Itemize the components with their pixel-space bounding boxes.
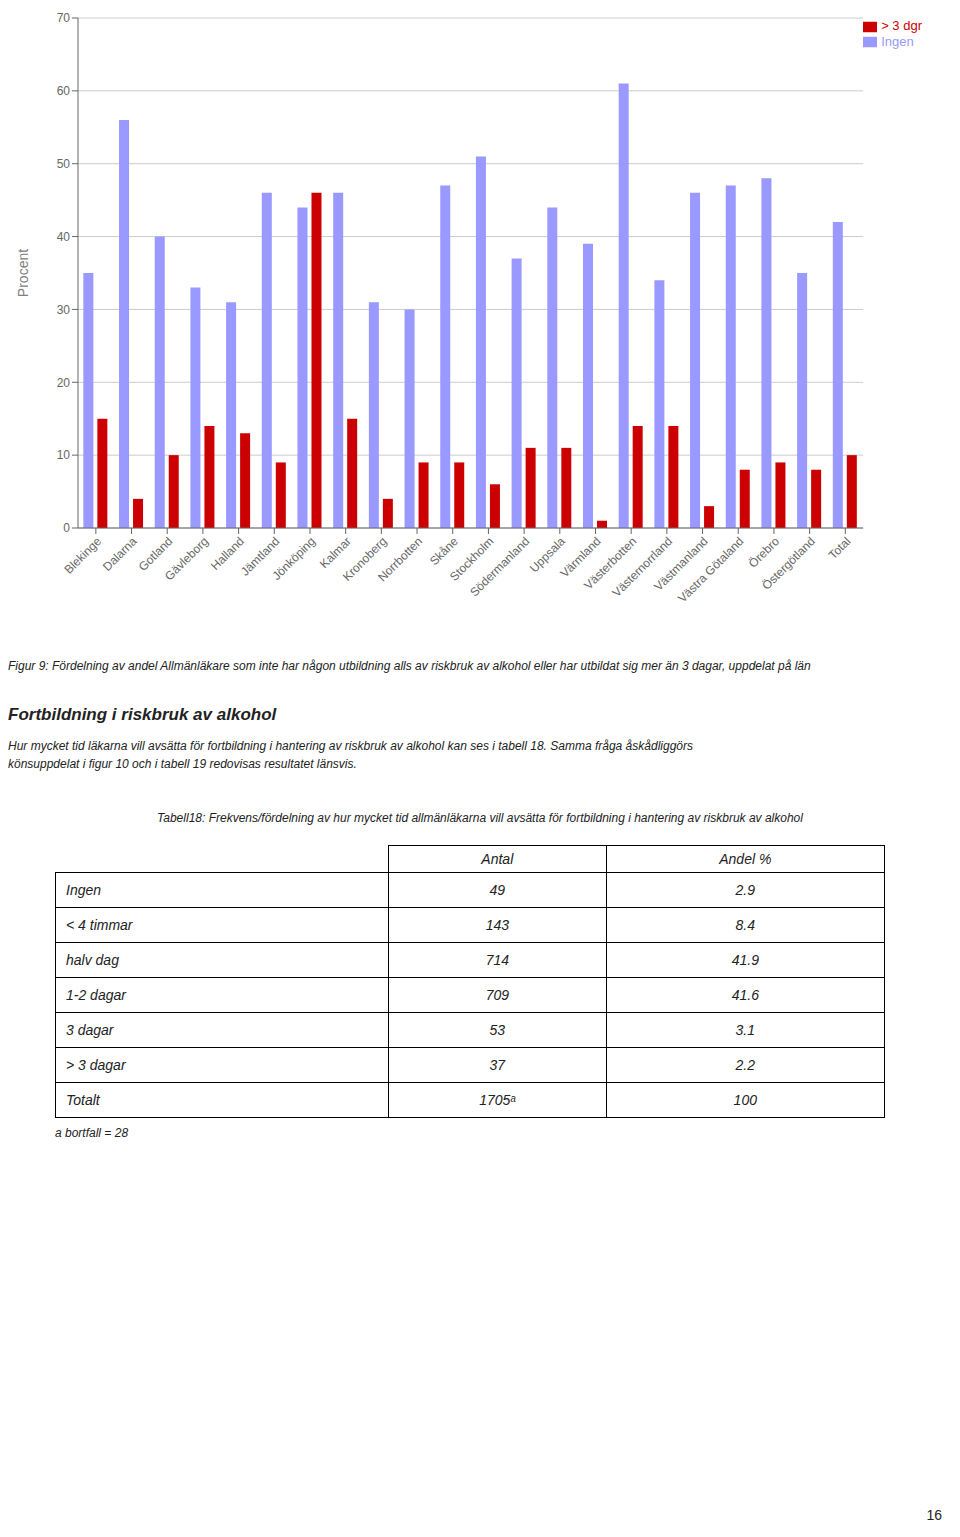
html-text:> 3 dgr: > 3 dgr — [881, 18, 922, 33]
svg-text:Procent: Procent — [15, 249, 31, 297]
html-text:< 4 timmar: < 4 timmar — [66, 916, 133, 933]
svg-text:Värmland: Värmland — [557, 534, 604, 581]
html-text:37: 37 — [489, 1056, 506, 1073]
html-text:Ingen: Ingen — [881, 33, 914, 49]
svg-text:Uppsala: Uppsala — [526, 534, 568, 576]
html-text:1705ᵃ: 1705ᵃ — [479, 1091, 516, 1108]
html-text:Tabell18: Frekvens/fördelning: Tabell18: Frekvens/fördelning av hur myc… — [157, 810, 803, 825]
html-text:41.6: 41.6 — [731, 986, 759, 1003]
svg-text:Jönköping: Jönköping — [270, 534, 319, 583]
svg-text:Västernorrland: Västernorrland — [609, 534, 675, 600]
html-text:53: 53 — [489, 1021, 506, 1038]
svg-text:Örebro: Örebro — [745, 534, 783, 571]
svg-text:Östergötland: Östergötland — [759, 534, 817, 592]
html-text:1-2 dagar: 1-2 dagar — [66, 986, 126, 1003]
svg-text:10: 10 — [57, 448, 71, 462]
svg-text:Halland: Halland — [208, 534, 247, 573]
svg-text:60: 60 — [57, 84, 71, 98]
html-text:8.4: 8.4 — [735, 916, 755, 933]
html-text:41.9: 41.9 — [731, 951, 759, 968]
svg-text:Västerbotten: Västerbotten — [581, 534, 640, 593]
svg-text:Västmanland: Västmanland — [651, 534, 711, 594]
html-text:halv dag: halv dag — [66, 951, 119, 968]
svg-text:Stockholm: Stockholm — [447, 534, 497, 584]
svg-text:20: 20 — [57, 376, 71, 390]
svg-text:50: 50 — [57, 157, 71, 171]
svg-text:70: 70 — [57, 11, 71, 25]
html-text:143: 143 — [485, 916, 509, 933]
html-text:709: 709 — [485, 986, 509, 1003]
svg-text:Blekinge: Blekinge — [62, 534, 105, 577]
html-text:3 dagar: 3 dagar — [66, 1021, 114, 1038]
html-text:a bortfall = 28: a bortfall = 28 — [55, 1125, 129, 1140]
html-text:Ingen: Ingen — [66, 881, 101, 898]
html-text:714: 714 — [485, 951, 509, 968]
html-text:100: 100 — [733, 1091, 757, 1108]
html-text:49: 49 — [489, 881, 506, 898]
html-text:Hur mycket tid läkarna vill av: Hur mycket tid läkarna vill avsätta för … — [8, 738, 693, 753]
html-text:Totalt: Totalt — [66, 1091, 100, 1108]
svg-text:Total: Total — [826, 534, 854, 562]
svg-text:0: 0 — [63, 521, 70, 535]
html-text:Antal: Antal — [481, 850, 514, 867]
html-text:Andel %: Andel % — [719, 850, 772, 867]
svg-text:Västra Götaland: Västra Götaland — [675, 534, 746, 605]
html-text:> 3 dagar: > 3 dagar — [66, 1056, 126, 1073]
svg-text:Skåne: Skåne — [427, 534, 461, 568]
svg-text:Södermanland: Södermanland — [467, 534, 532, 599]
html-text:könsuppdelat i figur 10 och i: könsuppdelat i figur 10 och i tabell 19 … — [8, 756, 357, 771]
html-text:Figur 9: Fördelning av andel A: Figur 9: Fördelning av andel Allmänläkar… — [8, 659, 811, 673]
svg-text:Dalarna: Dalarna — [100, 534, 140, 574]
html-text:2.9: 2.9 — [735, 881, 755, 898]
html-text:2.2: 2.2 — [735, 1056, 755, 1073]
svg-text:Gävleborg: Gävleborg — [162, 534, 211, 583]
svg-text:Kronoberg: Kronoberg — [340, 534, 390, 584]
svg-text:40: 40 — [57, 230, 71, 244]
html-text:Fortbildning i riskbruk av alk: Fortbildning i riskbruk av alkohol — [8, 704, 277, 724]
html-text:16: 16 — [926, 1507, 942, 1523]
svg-text:Jämtland: Jämtland — [238, 534, 283, 579]
svg-text:Gotland: Gotland — [135, 534, 176, 574]
svg-text:Norrbotten: Norrbotten — [375, 534, 425, 584]
svg-text:Kalmar: Kalmar — [317, 534, 354, 571]
svg-text:30: 30 — [57, 303, 71, 317]
html-text:3.1: 3.1 — [735, 1021, 755, 1038]
